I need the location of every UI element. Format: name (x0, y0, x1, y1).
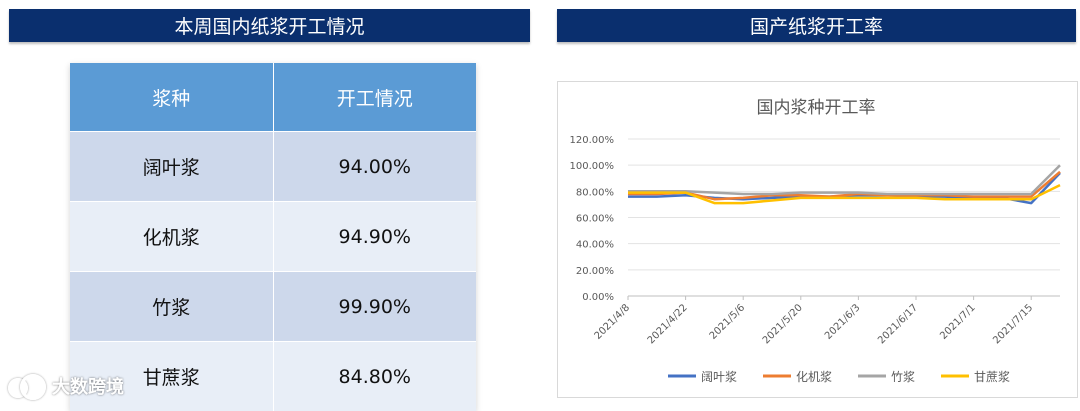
pulp-type-cell: 阔叶浆 (70, 132, 273, 202)
header-pulp-type: 浆种 (70, 63, 273, 132)
legend-label: 阔叶浆 (701, 369, 737, 384)
y-tick-label: 60.00% (576, 214, 614, 225)
table-row: 甘蔗浆 84.80% (70, 342, 476, 411)
table-header-row: 浆种 开工情况 (70, 63, 476, 132)
legend-label: 竹浆 (891, 369, 915, 384)
table-row: 阔叶浆 94.00% (70, 132, 476, 202)
series-line (628, 165, 1060, 194)
y-tick-label: 120.00% (570, 135, 615, 146)
chart-series (628, 165, 1060, 203)
x-tick-label: 2021/5/6 (708, 302, 748, 342)
pulp-type-cell: 化机浆 (70, 202, 273, 272)
right-panel-title: 国产纸浆开工率 (557, 9, 1076, 42)
x-tick-label: 2021/4/8 (593, 302, 633, 342)
x-tick-label: 2021/6/3 (823, 302, 863, 342)
chart-title: 国内浆种开工率 (757, 98, 876, 118)
operating-rate-cell: 94.00% (273, 132, 476, 202)
x-tick-label: 2021/7/15 (991, 302, 1035, 346)
y-tick-label: 0.00% (582, 292, 614, 303)
operating-rate-cell: 94.90% (273, 202, 476, 272)
header-operating-rate: 开工情况 (273, 63, 476, 132)
x-tick-label: 2021/4/22 (646, 302, 690, 346)
logo-icon (8, 374, 48, 398)
y-tick-label: 20.00% (576, 266, 614, 277)
left-panel-title: 本周国内纸浆开工情况 (9, 9, 530, 42)
operating-rate-cell: 84.80% (273, 342, 476, 411)
x-tick-label: 2021/7/1 (938, 302, 978, 342)
operating-rate-table: 浆种 开工情况 阔叶浆 94.00% 化机浆 94.90% 竹浆 99.90% … (70, 63, 476, 411)
y-tick-label: 100.00% (570, 161, 615, 172)
chart-gridlines (628, 139, 1060, 296)
table-row: 竹浆 99.90% (70, 272, 476, 342)
chart-x-axis: 2021/4/8 2021/4/22 2021/5/6 2021/5/20 2021/6… (593, 296, 1036, 346)
legend-label: 化机浆 (796, 369, 832, 384)
y-tick-label: 40.00% (576, 240, 614, 251)
operating-rate-cell: 99.90% (273, 272, 476, 342)
table-row: 化机浆 94.90% (70, 202, 476, 272)
legend-label: 甘蔗浆 (974, 369, 1010, 384)
watermark-text: 大数跨境 (52, 373, 124, 399)
x-tick-label: 2021/5/20 (761, 302, 805, 346)
pulp-type-cell: 竹浆 (70, 272, 273, 342)
operating-rate-table-container: 浆种 开工情况 阔叶浆 94.00% 化机浆 94.90% 竹浆 99.90% … (70, 63, 476, 411)
chart-y-axis: 0.00% 20.00% 40.00% 60.00% 80.00% 100.00% 120.… (570, 135, 615, 303)
chart-legend: 阔叶浆 化机浆 竹浆 甘蔗浆 (668, 369, 1010, 384)
line-chart: 国内浆种开工率 0.00% 20.00% 40.00% 60.00% 80.00% 100… (558, 82, 1077, 397)
line-chart-frame: 国内浆种开工率 0.00% 20.00% 40.00% 60.00% 80.00% 100… (557, 81, 1078, 398)
x-tick-label: 2021/6/17 (876, 302, 920, 346)
watermark: 大数跨境 (8, 373, 124, 399)
y-tick-label: 80.00% (576, 187, 614, 198)
